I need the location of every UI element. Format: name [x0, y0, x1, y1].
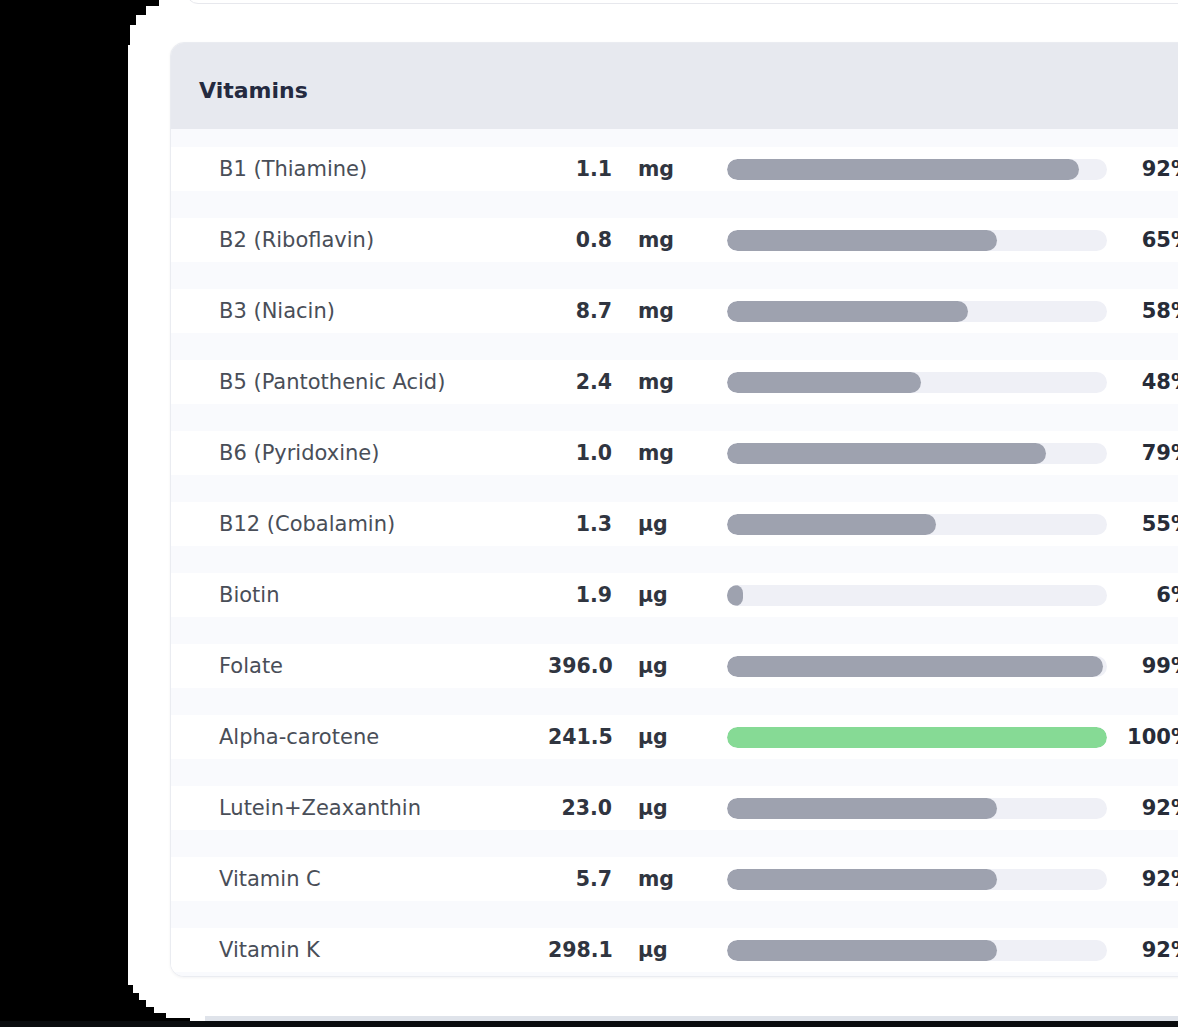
daily-value-percent: 92% — [1107, 867, 1178, 891]
nutrient-name: B5 (Pantothenic Acid) — [219, 370, 548, 394]
daily-value-percent: 100% — [1107, 725, 1178, 749]
nutrient-name: Folate — [219, 654, 548, 678]
nutrient-amount: 2.4 — [548, 370, 612, 394]
daily-value-bar — [727, 230, 1107, 251]
daily-value-percent: 65% — [1107, 228, 1178, 252]
nutrient-unit: µg — [638, 796, 683, 820]
nutrient-row: B1 (Thiamine)1.1 mg 92% — [171, 147, 1178, 191]
nutrient-name: B12 (Cobalamin) — [219, 512, 548, 536]
nutrient-amount: 1.9 — [548, 583, 612, 607]
nutrient-row: B5 (Pantothenic Acid)2.4 mg 48% — [171, 360, 1178, 404]
nutrient-unit: mg — [638, 867, 683, 891]
nutrient-name: B6 (Pyridoxine) — [219, 441, 548, 465]
vitamins-table: B1 (Thiamine)1.1 mg 92% B2 (Riboflavin)0.8 m… — [171, 129, 1178, 976]
nutrient-row: Lutein+Zeaxanthin23.0 µg 92% — [171, 786, 1178, 830]
nutrient-amount: 1.0 — [548, 441, 612, 465]
daily-value-bar — [727, 656, 1107, 677]
daily-value-bar-fill — [727, 159, 1079, 180]
nutrient-amount: 396.0 — [548, 654, 612, 678]
nutrient-amount: 241.5 — [548, 725, 612, 749]
nutrient-name: Vitamin K — [219, 938, 548, 962]
daily-value-bar-fill — [727, 727, 1107, 748]
nutrient-amount: 0.8 — [548, 228, 612, 252]
daily-value-percent: 92% — [1107, 157, 1178, 181]
nutrient-row: B2 (Riboflavin)0.8 mg 65% — [171, 218, 1178, 262]
daily-value-bar-fill — [727, 372, 921, 393]
bottom-edge-artifact — [0, 1021, 1178, 1027]
nutrient-name: Lutein+Zeaxanthin — [219, 796, 548, 820]
nutrient-unit: mg — [638, 157, 683, 181]
nutrient-unit: mg — [638, 228, 683, 252]
nutrient-amount: 1.1 — [548, 157, 612, 181]
nutrient-unit: µg — [638, 512, 683, 536]
nutrient-amount: 1.3 — [548, 512, 612, 536]
daily-value-percent: 99% — [1107, 654, 1178, 678]
daily-value-bar — [727, 443, 1107, 464]
daily-value-bar — [727, 869, 1107, 890]
nutrient-unit: µg — [638, 938, 683, 962]
nutrient-name: B1 (Thiamine) — [219, 157, 548, 181]
daily-value-percent: 55% — [1107, 512, 1178, 536]
nutrient-unit: µg — [638, 583, 683, 607]
nutrient-row: Alpha-carotene241.5 µg 100% — [171, 715, 1178, 759]
nutrient-row: Vitamin C5.7 mg 92% — [171, 857, 1178, 901]
daily-value-bar-fill — [727, 514, 936, 535]
daily-value-bar-fill — [727, 230, 997, 251]
daily-value-percent: 58% — [1107, 299, 1178, 323]
card-title: Vitamins — [199, 78, 308, 103]
previous-card-bottom-edge — [186, 0, 1178, 4]
daily-value-percent: 92% — [1107, 796, 1178, 820]
daily-value-bar — [727, 940, 1107, 961]
daily-value-bar-fill — [727, 585, 743, 606]
nutrient-unit: mg — [638, 299, 683, 323]
daily-value-bar — [727, 514, 1107, 535]
nutrient-unit: mg — [638, 441, 683, 465]
nutrient-row: B3 (Niacin)8.7 mg 58% — [171, 289, 1178, 333]
nutrient-name: B2 (Riboflavin) — [219, 228, 548, 252]
daily-value-bar — [727, 585, 1107, 606]
nutrient-row: B12 (Cobalamin)1.3 µg 55% — [171, 502, 1178, 546]
nutrient-row: Biotin1.9 µg 6% — [171, 573, 1178, 617]
nutrient-unit: µg — [638, 725, 683, 749]
daily-value-bar — [727, 727, 1107, 748]
daily-value-percent: 48% — [1107, 370, 1178, 394]
daily-value-bar — [727, 159, 1107, 180]
daily-value-bar — [727, 372, 1107, 393]
daily-value-bar-fill — [727, 301, 968, 322]
nutrient-name: B3 (Niacin) — [219, 299, 548, 323]
nutrient-amount: 23.0 — [548, 796, 612, 820]
daily-value-bar-fill — [727, 798, 997, 819]
nutrient-row: Folate396.0 µg 99% — [171, 644, 1178, 688]
nutrient-row: B6 (Pyridoxine)1.0 mg 79% — [171, 431, 1178, 475]
daily-value-percent: 6% — [1107, 583, 1178, 607]
nutrient-row: Vitamin K298.1 µg 92% — [171, 928, 1178, 972]
daily-value-percent: 92% — [1107, 938, 1178, 962]
vitamins-card-header: Vitamins — [171, 43, 1178, 129]
nutrient-unit: µg — [638, 654, 683, 678]
daily-value-bar — [727, 301, 1107, 322]
nutrient-name: Alpha-carotene — [219, 725, 548, 749]
nutrient-name: Vitamin C — [219, 867, 548, 891]
daily-value-bar-fill — [727, 940, 997, 961]
vitamins-card: Vitamins B1 (Thiamine)1.1 mg 92% B2 (Ribofl… — [170, 42, 1178, 977]
nutrient-amount: 8.7 — [548, 299, 612, 323]
nutrient-unit: mg — [638, 370, 683, 394]
nutrient-amount: 298.1 — [548, 938, 612, 962]
nutrient-amount: 5.7 — [548, 867, 612, 891]
nutrient-name: Biotin — [219, 583, 548, 607]
daily-value-bar-fill — [727, 656, 1103, 677]
daily-value-bar-fill — [727, 443, 1046, 464]
daily-value-bar — [727, 798, 1107, 819]
daily-value-bar-fill — [727, 869, 997, 890]
daily-value-percent: 79% — [1107, 441, 1178, 465]
